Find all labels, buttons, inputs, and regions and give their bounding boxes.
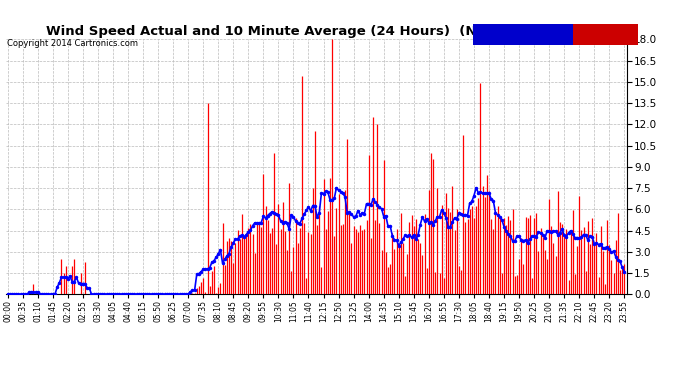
Title: Wind Speed Actual and 10 Minute Average (24 Hours)  (New)  20140430: Wind Speed Actual and 10 Minute Average … <box>46 25 586 38</box>
Text: 10 Min Avg (mph): 10 Min Avg (mph) <box>476 30 553 39</box>
Text: Copyright 2014 Cartronics.com: Copyright 2014 Cartronics.com <box>7 39 138 48</box>
Text: Wind (mph): Wind (mph) <box>576 30 627 39</box>
